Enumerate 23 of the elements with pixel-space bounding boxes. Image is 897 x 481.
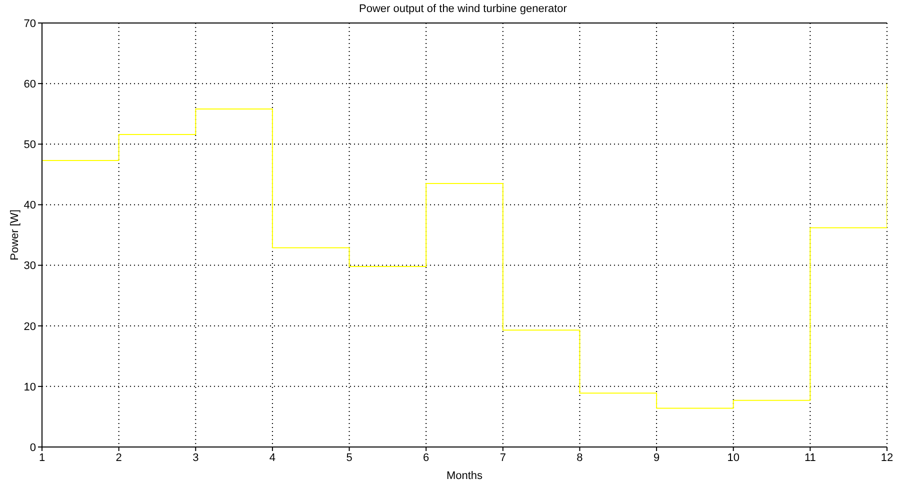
x-tick-label: 4: [269, 452, 276, 464]
x-tick-label: 1: [38, 452, 46, 464]
y-tick-label: 20: [24, 320, 36, 333]
y-tick-label: 60: [24, 78, 36, 90]
x-tick-label: 12: [880, 452, 894, 464]
x-tick-label: 5: [346, 452, 352, 464]
x-tick-label: 3: [192, 452, 199, 464]
chart-title: Power output of the wind turbine generator: [358, 3, 568, 15]
y-tick-label: 70: [24, 18, 36, 30]
x-axis-title: Months: [446, 470, 484, 481]
y-tick-label: 50: [24, 139, 36, 152]
x-tick-label: 9: [653, 452, 660, 464]
y-tick-label: 30: [24, 260, 36, 272]
x-tick-label: 7: [500, 452, 506, 464]
x-tick-label: 11: [804, 452, 816, 464]
x-tick-label: 6: [423, 452, 430, 464]
x-tick-label: 10: [727, 452, 740, 464]
y-axis-title: Power [W]: [8, 210, 21, 260]
x-tick-label: 2: [116, 452, 122, 464]
y-tick-label: 0: [30, 442, 36, 454]
x-tick-label: 8: [576, 452, 583, 464]
y-tick-label: 10: [24, 381, 36, 394]
y-tick-label: 40: [24, 200, 36, 212]
